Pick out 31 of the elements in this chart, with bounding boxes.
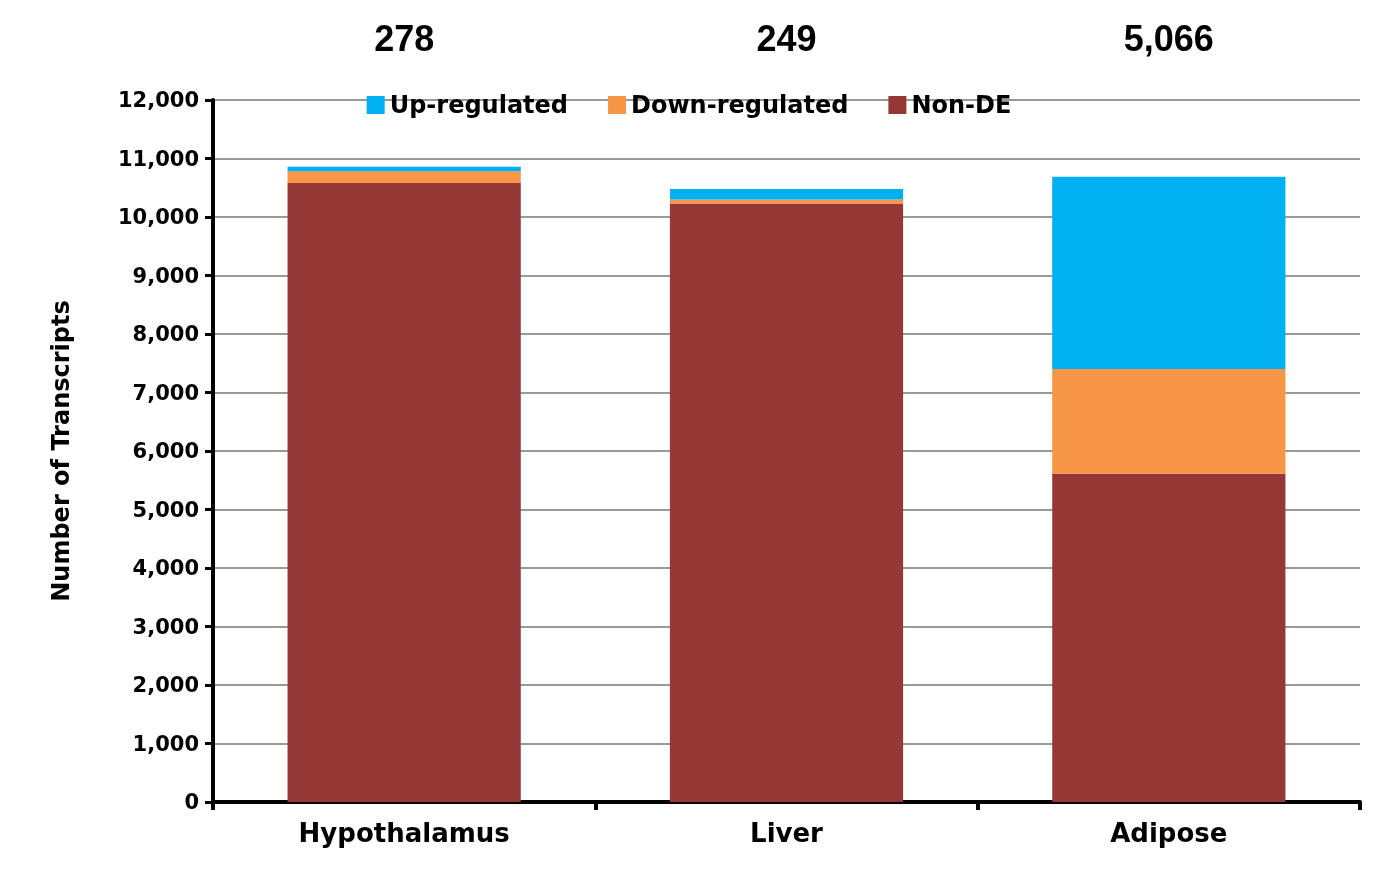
legend-label: Up-regulated (389, 91, 569, 119)
y-tick-label: 1,000 (132, 731, 199, 756)
bar (669, 199, 904, 204)
x-tick-label: Hypothalamus (298, 818, 510, 848)
x-tick-label: Adipose (1110, 818, 1228, 848)
text: 5,066 (1123, 17, 1214, 59)
y-tick-label: 3,000 (132, 614, 199, 639)
y-axis-title: Number of Transcripts (47, 300, 75, 602)
y-tick-label: 4,000 (132, 556, 199, 580)
y-tick-label: 8,000 (132, 322, 199, 346)
y-tick-label: 5,000 (132, 497, 199, 522)
y-tick-label: 9,000 (132, 263, 199, 288)
bar (669, 203, 904, 802)
y-tick-label: 11,000 (117, 146, 199, 171)
y-tick-label: 2,000 (132, 673, 199, 697)
y-tick-label: 10,000 (117, 205, 199, 229)
bar (287, 183, 521, 802)
legend-label: Down-regulated (631, 91, 849, 119)
y-tick-label: 7,000 (132, 380, 199, 405)
bar (1052, 369, 1286, 474)
bar (669, 188, 904, 200)
x-tick-label: Liver (750, 818, 824, 848)
bar (1052, 176, 1286, 370)
y-tick-label: 0 (184, 790, 199, 814)
y-tick-label: 6,000 (132, 439, 199, 463)
text: 278 (374, 17, 435, 59)
text: 249 (756, 17, 817, 59)
bar (1052, 473, 1286, 802)
bar (287, 171, 521, 184)
legend-label: Non-DE (911, 91, 1012, 119)
y-tick-label: 12,000 (117, 88, 199, 112)
